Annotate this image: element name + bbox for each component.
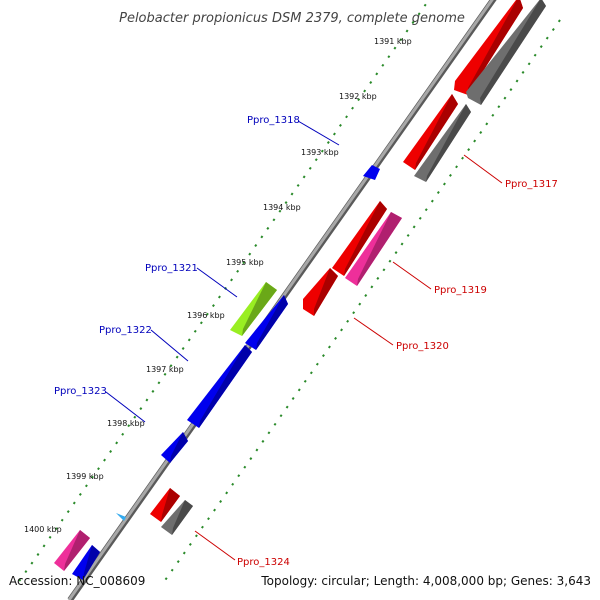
feature-gray-1317[interactable] <box>466 0 546 105</box>
gene-label-ppro-1323[interactable]: Ppro_1323 <box>54 386 107 397</box>
tick-label-1397: 1397 kbp <box>146 365 184 374</box>
feature-blue-1318[interactable] <box>363 165 380 180</box>
gene-label-ppro-1317[interactable]: Ppro_1317 <box>505 179 558 190</box>
leader-ppro-1320 <box>353 317 394 346</box>
topology-text: Topology: circular; Length: 4,008,000 bp… <box>260 574 591 588</box>
feature-green-1321[interactable] <box>230 282 277 336</box>
tick-label-1393: 1393 kbp <box>301 148 339 157</box>
gene-label-ppro-1318[interactable]: Ppro_1318 <box>247 115 300 126</box>
gene-label-ppro-1321[interactable]: Ppro_1321 <box>145 263 198 274</box>
gene-label-ppro-1322[interactable]: Ppro_1322 <box>99 325 152 336</box>
leader-ppro-1321 <box>196 267 238 298</box>
feature-red-1324[interactable] <box>150 488 180 522</box>
accession-text: Accession: NC_008609 <box>9 574 145 588</box>
tick-label-1392: 1392 kbp <box>339 92 377 101</box>
tick-label-1391: 1391 kbp <box>374 37 412 46</box>
gene-labels: Ppro_1317 Ppro_1318 Ppro_1319 Ppro_1320 … <box>54 115 558 568</box>
tick-label-1399: 1399 kbp <box>66 472 104 481</box>
leader-ppro-1317 <box>463 154 503 184</box>
leader-ppro-1324 <box>194 530 236 561</box>
feature-blue-1323[interactable] <box>161 432 188 463</box>
feature-gray-1317b[interactable] <box>414 104 471 182</box>
tick-label-1394: 1394 kbp <box>263 203 301 212</box>
feature-red-1317[interactable] <box>454 0 523 95</box>
tick-label-1398: 1398 kbp <box>107 419 145 428</box>
dotted-track-inner <box>18 3 427 582</box>
leader-ppro-1318 <box>297 120 340 146</box>
gene-label-ppro-1320[interactable]: Ppro_1320 <box>396 341 449 352</box>
feature-red-1319[interactable] <box>332 201 387 276</box>
tick-label-1396: 1396 kbp <box>187 311 225 320</box>
feature-red-1320[interactable] <box>303 268 338 316</box>
leader-ppro-1323 <box>105 391 146 423</box>
feature-pink-bottom[interactable] <box>54 530 90 571</box>
gene-label-ppro-1319[interactable]: Ppro_1319 <box>434 285 487 296</box>
feature-cyan-small[interactable] <box>116 513 126 521</box>
gene-label-ppro-1324[interactable]: Ppro_1324 <box>237 557 290 568</box>
feature-blue-bottom[interactable] <box>72 545 100 580</box>
tick-label-1395: 1395 kbp <box>226 258 264 267</box>
feature-pink-1319[interactable] <box>345 212 402 286</box>
map-title: Pelobacter propionicus DSM 2379, complet… <box>119 11 465 26</box>
kbp-ticks: 1391 kbp 1392 kbp 1393 kbp 1394 kbp 1395… <box>24 37 412 534</box>
dotted-tracks <box>18 3 561 582</box>
leader-ppro-1322 <box>150 329 189 362</box>
tick-label-1400: 1400 kbp <box>24 525 62 534</box>
feature-blue-1322a[interactable] <box>245 295 288 350</box>
feature-gray-1324[interactable] <box>161 500 193 535</box>
feature-red-1317b[interactable] <box>403 94 458 170</box>
feature-blue-1322b[interactable] <box>187 345 252 428</box>
dotted-track-outer <box>164 19 561 581</box>
leader-ppro-1319 <box>392 261 432 290</box>
label-leaders <box>105 120 503 561</box>
